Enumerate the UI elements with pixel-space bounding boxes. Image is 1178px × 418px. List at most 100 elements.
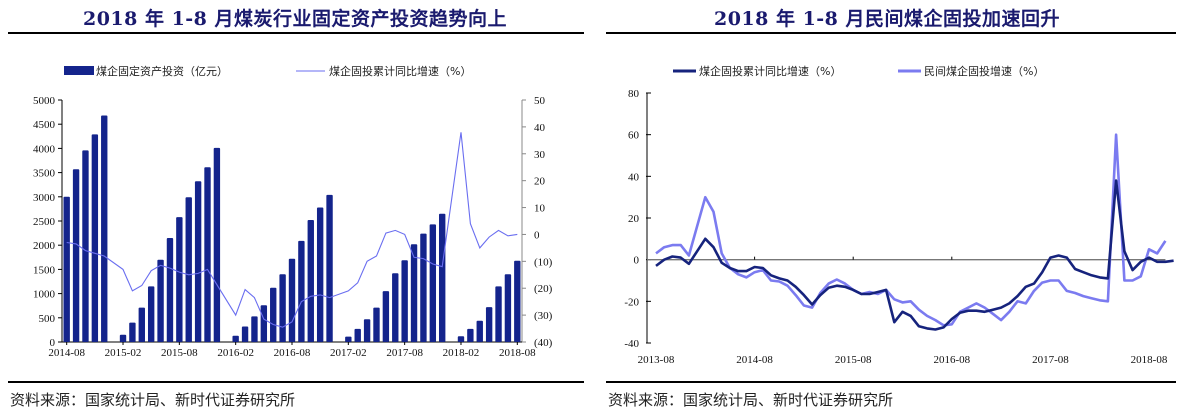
title-divider: [8, 32, 584, 34]
right-tick-label: 20: [534, 176, 546, 188]
legend-label-light: 民间煤企固投增速（%）: [924, 64, 1044, 78]
bar: [129, 322, 136, 342]
x-tick-label: 2018-08: [1131, 354, 1168, 366]
bar: [63, 196, 70, 342]
bar: [373, 307, 380, 342]
bar: [204, 167, 211, 342]
bar-line-chart: 煤企固定资产投资（亿元） 煤企固投累计同比增速（%） 0500100015002…: [33, 64, 553, 359]
x-tick-label: 2017-02: [330, 347, 367, 359]
left-tick-label: 1500: [33, 264, 56, 276]
legend-label-bar: 煤企固定资产投资（亿元）: [96, 64, 228, 78]
private-coal-growth-line: [655, 133, 1167, 327]
chart-panel-private-investment: 2018 年 1-8 月民间煤企固投加速回升 煤企固投累计同比增速（%） 民间煤…: [596, 0, 1178, 418]
x-tick-label: 2016-08: [274, 347, 311, 359]
bar: [185, 197, 192, 342]
x-tick-label: 2015-08: [161, 347, 198, 359]
left-tick-label: 2000: [33, 240, 56, 252]
y-tick-label: 80: [628, 88, 640, 100]
x-tick-label: 2013-08: [638, 354, 675, 366]
y-tick-label: -40: [624, 338, 639, 350]
x-tick-label: 2016-02: [217, 347, 254, 359]
y-tick-label: -20: [624, 296, 639, 308]
x-tick-label: 2015-08: [835, 354, 872, 366]
x-tick-label: 2018-08: [499, 347, 536, 359]
y-tick-label: 0: [634, 255, 640, 267]
legend: 煤企固投累计同比增速（%） 民间煤企固投增速（%）: [673, 64, 1044, 78]
bar: [298, 240, 305, 342]
left-tick-label: 4000: [33, 143, 56, 155]
right-tick-label: 40: [534, 122, 546, 134]
x-tick-label: 2017-08: [1032, 354, 1069, 366]
coal-cumulative-growth-line: [655, 179, 1174, 331]
y-tick-label: 20: [628, 213, 640, 225]
bar: [72, 169, 80, 342]
left-tick-label: 2500: [33, 216, 56, 228]
bar: [82, 150, 89, 342]
bar: [260, 305, 268, 342]
bar: [382, 291, 390, 342]
bar: [392, 273, 399, 342]
line-chart: 煤企固投累计同比增速（%） 民间煤企固投增速（%） -40 -20 0 20 40 60 8…: [624, 64, 1174, 366]
source-divider: [8, 381, 584, 383]
bar: [326, 194, 333, 342]
chart-title: 2018 年 1-8 月民间煤企固投加速回升: [713, 8, 1061, 30]
bar: [288, 258, 296, 342]
right-tick-label: 50: [534, 95, 546, 107]
left-tick-label: 5000: [33, 95, 56, 107]
bar: [241, 326, 249, 342]
bar: [307, 220, 314, 342]
title-divider: [606, 32, 1176, 34]
y-tick-label: 40: [628, 171, 640, 183]
bar: [504, 274, 512, 342]
bar: [401, 260, 408, 342]
right-tick-label: (20): [534, 283, 553, 295]
bar: [91, 134, 99, 342]
bar: [429, 224, 437, 342]
bar: [166, 237, 174, 342]
bar: [420, 233, 427, 342]
right-tick-label: (10): [534, 256, 553, 268]
left-tick-label: 3000: [33, 192, 56, 204]
bar: [457, 336, 465, 342]
bar: [439, 213, 446, 342]
x-tick-label: 2014-08: [736, 354, 773, 366]
source-divider: [606, 381, 1176, 383]
bar: [147, 286, 155, 342]
x-tick-label: 2018-02: [443, 347, 480, 359]
left-tick-label: 4500: [33, 119, 56, 131]
bar: [467, 328, 474, 342]
bar: [279, 274, 286, 342]
left-tick-label: 500: [39, 313, 56, 325]
x-tick-label: 2014-08: [48, 347, 85, 359]
bar: [213, 147, 221, 342]
chart-panel-coal-investment: 2018 年 1-8 月煤炭行业固定资产投资趋势向上 煤企固定资产投资（亿元） …: [8, 8, 584, 409]
bar: [270, 287, 277, 342]
y-tick-label: 60: [628, 130, 640, 142]
bar: [410, 244, 418, 342]
right-tick-label: 0: [534, 229, 540, 241]
left-tick-label: 0: [50, 337, 56, 349]
x-tick-label: 2016-08: [933, 354, 970, 366]
bar: [176, 217, 183, 342]
right-tick-label: 30: [534, 149, 546, 161]
bar: [345, 336, 352, 342]
bar: [363, 319, 371, 342]
legend: 煤企固定资产投资（亿元） 煤企固投累计同比增速（%）: [64, 64, 471, 78]
bar: [316, 207, 324, 342]
bar: [119, 334, 127, 342]
bar: [354, 328, 361, 342]
bar: [251, 316, 258, 342]
right-tick-label: (30): [534, 310, 553, 322]
source-note: 资料来源：国家统计局、新时代证券研究所: [608, 391, 894, 409]
x-tick-label: 2015-02: [105, 347, 142, 359]
bar: [101, 115, 108, 342]
bar: [194, 181, 202, 342]
legend-label-line: 煤企固投累计同比增速（%）: [329, 64, 471, 78]
right-tick-label: 10: [534, 203, 546, 215]
bar: [485, 307, 493, 342]
x-tick-label: 2017-08: [386, 347, 423, 359]
bar: [232, 335, 239, 342]
bar: [476, 320, 483, 342]
bar: [495, 286, 502, 342]
bar: [514, 260, 521, 342]
